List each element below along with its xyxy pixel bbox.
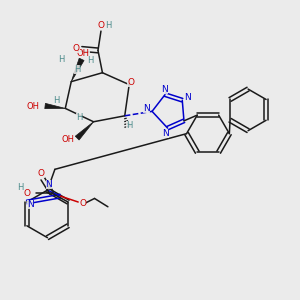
Text: OH: OH xyxy=(61,135,74,144)
Text: N: N xyxy=(46,180,52,189)
Text: H: H xyxy=(74,65,80,74)
Text: N: N xyxy=(161,85,168,94)
Text: O: O xyxy=(127,78,134,87)
Text: H: H xyxy=(17,183,24,192)
Text: H: H xyxy=(105,21,112,30)
Text: N: N xyxy=(184,93,191,102)
Text: N: N xyxy=(143,104,150,113)
Text: O: O xyxy=(73,44,80,53)
Polygon shape xyxy=(71,58,84,82)
Text: O: O xyxy=(24,189,31,198)
Text: H: H xyxy=(53,96,60,105)
Text: H: H xyxy=(87,56,94,65)
Text: O: O xyxy=(79,199,86,208)
Text: N: N xyxy=(162,129,169,138)
Text: OH: OH xyxy=(27,101,40,110)
Polygon shape xyxy=(75,122,94,140)
Text: H: H xyxy=(58,55,64,64)
Text: H: H xyxy=(126,121,132,130)
Text: O: O xyxy=(98,21,104,30)
Polygon shape xyxy=(45,103,65,109)
Text: O: O xyxy=(38,169,45,178)
Text: OH: OH xyxy=(76,50,90,58)
Text: N: N xyxy=(27,200,34,209)
Text: H: H xyxy=(76,113,83,122)
